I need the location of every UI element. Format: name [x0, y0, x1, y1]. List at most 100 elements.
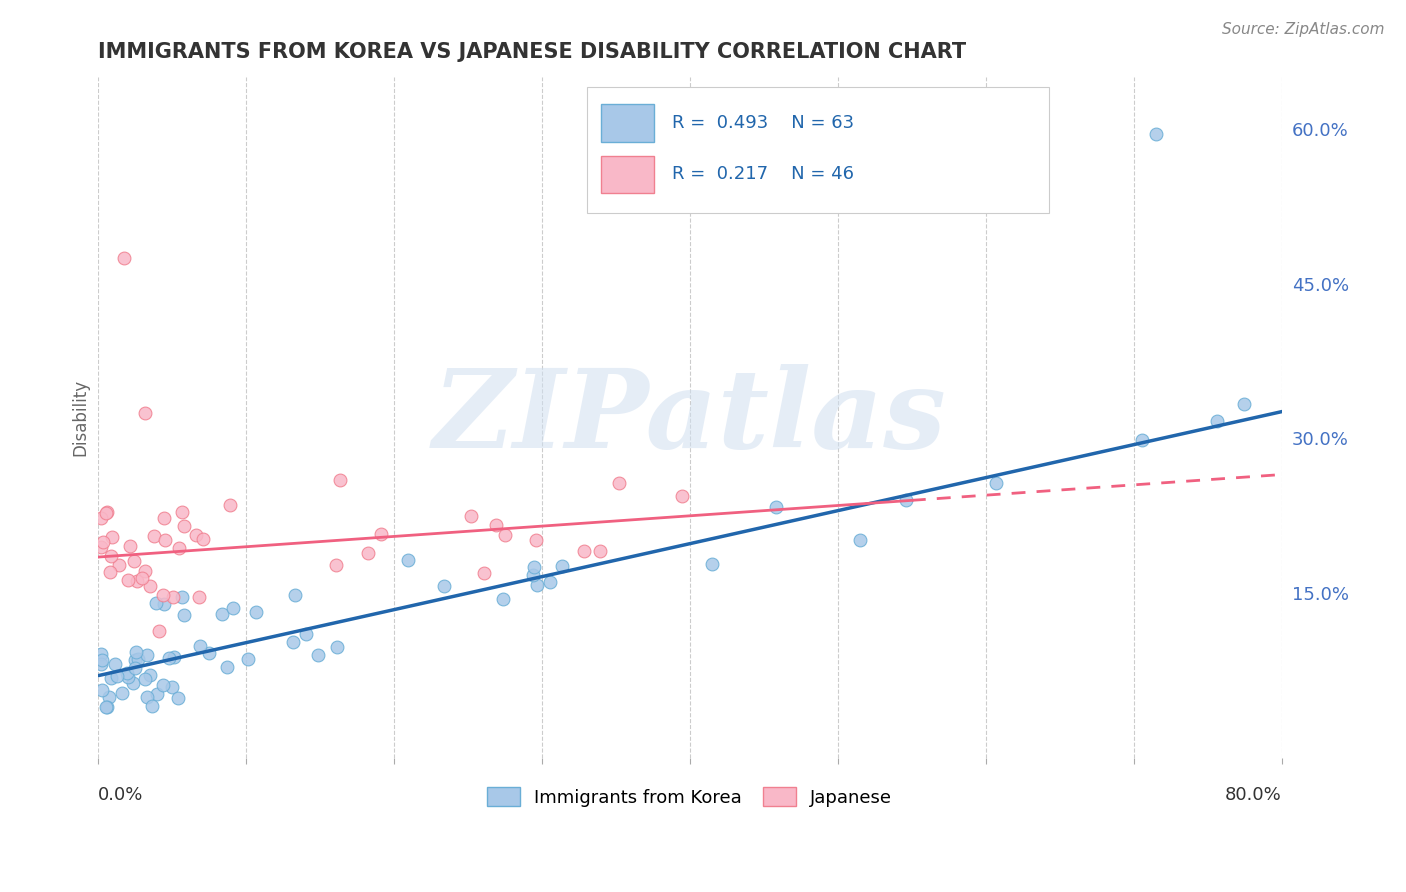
- Point: [152, 588, 174, 602]
- Point: [163, 649, 186, 664]
- Point: [142, 529, 165, 543]
- Point: [135, 690, 157, 704]
- Text: 0.0%: 0.0%: [97, 786, 143, 804]
- Point: [984, 475, 1007, 490]
- Point: [170, 505, 193, 519]
- Point: [117, 670, 139, 684]
- Point: [1144, 127, 1167, 141]
- Point: [100, 549, 122, 563]
- Point: [295, 627, 318, 641]
- Point: [198, 646, 221, 660]
- Point: [494, 528, 516, 542]
- Point: [124, 660, 146, 674]
- Point: [172, 591, 194, 605]
- Point: [115, 665, 138, 680]
- Point: [236, 652, 259, 666]
- Point: [145, 596, 167, 610]
- Point: [117, 573, 139, 587]
- Point: [609, 476, 631, 491]
- FancyBboxPatch shape: [600, 155, 654, 193]
- Point: [157, 650, 180, 665]
- Point: [118, 539, 141, 553]
- Point: [91, 535, 114, 549]
- Point: [152, 678, 174, 692]
- Point: [396, 553, 419, 567]
- Text: IMMIGRANTS FROM KOREA VS JAPANESE DISABILITY CORRELATION CHART: IMMIGRANTS FROM KOREA VS JAPANESE DISABI…: [97, 42, 966, 62]
- Point: [160, 680, 183, 694]
- Point: [281, 635, 304, 649]
- Point: [100, 530, 122, 544]
- Point: [90, 511, 112, 525]
- Point: [526, 578, 548, 592]
- Point: [90, 647, 112, 661]
- Point: [221, 600, 243, 615]
- Point: [146, 687, 169, 701]
- Point: [325, 558, 347, 573]
- Point: [526, 533, 548, 548]
- Point: [460, 508, 482, 523]
- Point: [122, 554, 145, 568]
- Point: [96, 505, 118, 519]
- Point: [124, 653, 146, 667]
- Point: [284, 588, 307, 602]
- Point: [91, 683, 114, 698]
- Point: [141, 698, 163, 713]
- Text: 80.0%: 80.0%: [1225, 786, 1282, 804]
- Point: [153, 510, 176, 524]
- Point: [122, 675, 145, 690]
- Point: [125, 574, 148, 589]
- Text: R =  0.217    N = 46: R = 0.217 N = 46: [672, 165, 853, 183]
- Point: [191, 533, 214, 547]
- Point: [485, 517, 508, 532]
- Point: [134, 672, 156, 686]
- Point: [107, 558, 129, 573]
- Point: [215, 660, 238, 674]
- Point: [96, 506, 118, 520]
- Point: [245, 605, 267, 619]
- Point: [551, 558, 574, 573]
- Point: [100, 671, 122, 685]
- Point: [472, 566, 495, 580]
- Point: [167, 691, 190, 706]
- Point: [1130, 433, 1153, 447]
- Legend: Immigrants from Korea, Japanese: Immigrants from Korea, Japanese: [479, 780, 900, 814]
- Text: Source: ZipAtlas.com: Source: ZipAtlas.com: [1222, 22, 1385, 37]
- Point: [700, 557, 723, 571]
- Point: [104, 657, 127, 671]
- Point: [139, 579, 162, 593]
- Point: [188, 639, 211, 653]
- Point: [107, 668, 129, 682]
- Point: [138, 668, 160, 682]
- Point: [134, 406, 156, 420]
- Text: ZIPatlas: ZIPatlas: [433, 364, 946, 472]
- Text: R =  0.493    N = 63: R = 0.493 N = 63: [672, 114, 853, 132]
- Point: [125, 645, 148, 659]
- Point: [173, 519, 195, 533]
- Point: [148, 624, 170, 638]
- Point: [433, 579, 456, 593]
- Point: [522, 568, 544, 582]
- Point: [136, 648, 159, 662]
- Point: [1205, 414, 1227, 428]
- Point: [173, 608, 195, 623]
- Point: [492, 591, 515, 606]
- Point: [186, 528, 208, 542]
- Point: [153, 597, 176, 611]
- Point: [765, 500, 787, 515]
- Point: [211, 607, 233, 622]
- FancyBboxPatch shape: [600, 104, 654, 142]
- Point: [112, 251, 135, 265]
- Point: [1233, 397, 1256, 411]
- Point: [98, 566, 121, 580]
- Point: [155, 533, 177, 547]
- Point: [589, 544, 612, 558]
- Point: [523, 560, 546, 574]
- Point: [896, 492, 918, 507]
- Point: [187, 590, 209, 604]
- Point: [307, 648, 329, 662]
- Point: [98, 690, 121, 705]
- Point: [94, 699, 117, 714]
- Point: [326, 640, 349, 654]
- Point: [370, 527, 392, 541]
- Point: [849, 533, 872, 548]
